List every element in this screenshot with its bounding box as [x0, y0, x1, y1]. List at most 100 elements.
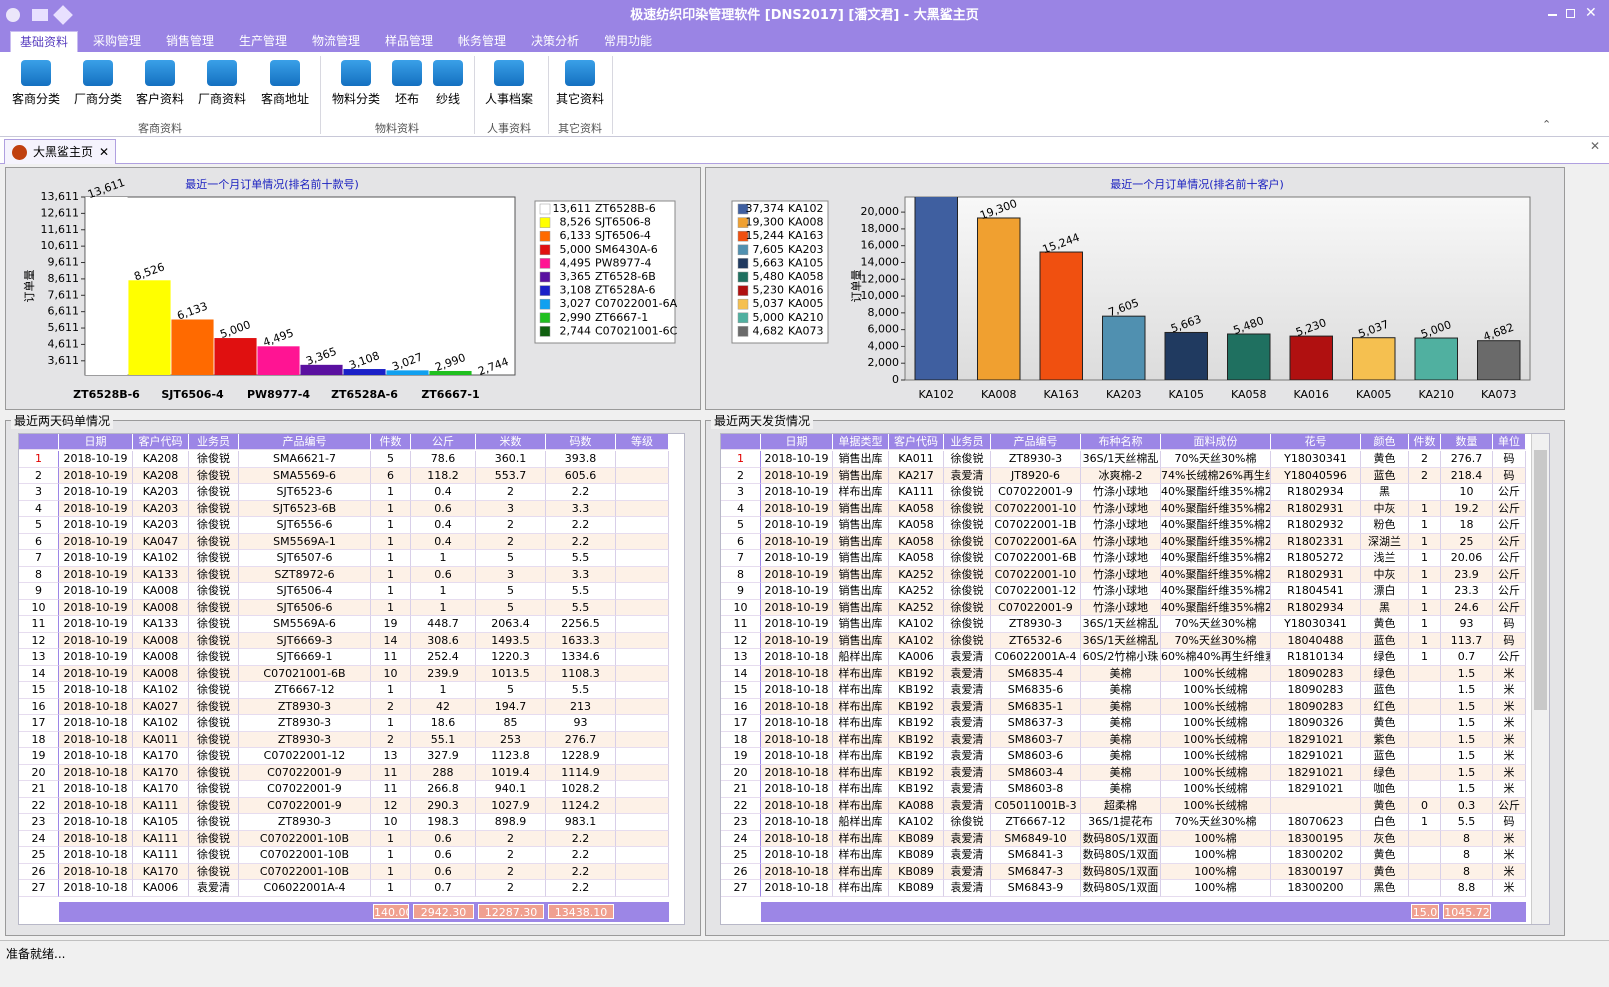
table-cell[interactable]: 公斤 — [1493, 517, 1526, 534]
table-cell[interactable]: 销售出库 — [833, 583, 889, 600]
table-cell[interactable]: 8 — [1441, 847, 1493, 864]
table-cell[interactable]: C07022001-9 — [239, 781, 371, 798]
table-cell[interactable]: 竹涤小球地 — [1081, 484, 1161, 501]
table-cell[interactable]: 中灰 — [1361, 566, 1409, 583]
table-cell[interactable]: 2018-10-18 — [59, 797, 133, 814]
column-header[interactable]: 单据类型 — [833, 434, 889, 450]
table-cell[interactable]: 898.9 — [476, 814, 546, 831]
table-cell[interactable]: 0.4 — [411, 484, 476, 501]
table-cell[interactable]: 徐俊锐 — [189, 781, 239, 798]
table-cell[interactable]: 冰爽棉-2 — [1081, 467, 1161, 484]
table-cell[interactable]: 徐俊锐 — [944, 814, 991, 831]
table-cell[interactable]: 袁爱清 — [944, 830, 991, 847]
table-cell[interactable]: 绿色 — [1361, 764, 1409, 781]
table-cell[interactable]: ZT6532-6 — [991, 632, 1081, 649]
maximize-button[interactable] — [1566, 9, 1575, 18]
table-cell[interactable]: 1220.3 — [476, 649, 546, 666]
table-cell[interactable]: KB192 — [889, 764, 944, 781]
table-cell[interactable]: C07022001-9 — [991, 484, 1081, 501]
table-cell[interactable]: 194.7 — [476, 698, 546, 715]
table-cell[interactable]: 销售出库 — [833, 566, 889, 583]
table-cell[interactable]: 徐俊锐 — [944, 599, 991, 616]
row-number[interactable]: 2 — [19, 467, 59, 484]
ribbon-button[interactable]: 坯布 — [375, 54, 439, 112]
table-cell[interactable]: 徐俊锐 — [189, 863, 239, 880]
table-cell[interactable]: 18291021 — [1271, 731, 1361, 748]
table-cell[interactable]: 2.2 — [546, 830, 616, 847]
table-cell[interactable]: KB089 — [889, 863, 944, 880]
table-cell[interactable]: KA102 — [889, 616, 944, 633]
table-cell[interactable]: 2018-10-19 — [59, 566, 133, 583]
table-cell[interactable]: 1 — [1409, 583, 1441, 600]
table-cell[interactable]: 1 — [371, 550, 411, 567]
table-cell[interactable]: 2018-10-19 — [59, 632, 133, 649]
table-cell[interactable]: KA047 — [133, 533, 189, 550]
table-cell[interactable]: 徐俊锐 — [189, 797, 239, 814]
table-cell[interactable]: 黄色 — [1361, 863, 1409, 880]
table-cell[interactable]: 红色 — [1361, 698, 1409, 715]
table-cell[interactable]: 252.4 — [411, 649, 476, 666]
table-cell[interactable]: 448.7 — [411, 616, 476, 633]
table-cell[interactable]: SJT6506-4 — [239, 583, 371, 600]
table-cell[interactable]: 徐俊锐 — [944, 566, 991, 583]
table-cell[interactable]: 288 — [411, 764, 476, 781]
table-cell[interactable]: 8.8 — [1441, 880, 1493, 897]
table-cell[interactable]: 2018-10-18 — [761, 748, 833, 765]
row-number[interactable]: 7 — [721, 550, 761, 567]
row-number[interactable]: 1 — [721, 451, 761, 468]
table-cell[interactable]: 18090283 — [1271, 682, 1361, 699]
table-cell[interactable]: C07022001-12 — [239, 748, 371, 765]
table-cell[interactable]: R1805272 — [1271, 550, 1361, 567]
table-cell[interactable]: 85 — [476, 715, 546, 732]
table-cell[interactable]: 公斤 — [1493, 797, 1526, 814]
table-cell[interactable]: KA011 — [133, 731, 189, 748]
table-cell[interactable]: 2018-10-18 — [761, 715, 833, 732]
table-cell[interactable]: 2018-10-19 — [59, 649, 133, 666]
table-cell[interactable]: 2018-10-18 — [761, 698, 833, 715]
ribbon-tab[interactable]: 生产管理 — [238, 34, 287, 48]
table-cell[interactable]: 2018-10-19 — [59, 599, 133, 616]
table-cell[interactable]: 1114.9 — [546, 764, 616, 781]
table-cell[interactable]: 239.9 — [411, 665, 476, 682]
table-cell[interactable]: R1802934 — [1271, 484, 1361, 501]
table-cell[interactable]: 徐俊锐 — [189, 533, 239, 550]
ribbon-tab[interactable]: 样品管理 — [384, 34, 433, 48]
table-cell[interactable]: KA102 — [889, 632, 944, 649]
table-cell[interactable]: R1802934 — [1271, 599, 1361, 616]
table-cell[interactable]: 70%天丝30%棉 — [1161, 451, 1271, 468]
table-cell[interactable]: 公斤 — [1493, 649, 1526, 666]
table-cell[interactable]: C07022001-6A — [991, 533, 1081, 550]
table-cell[interactable]: 40%聚酯纤维35%棉25 — [1161, 500, 1271, 517]
table-cell[interactable]: 2018-10-19 — [59, 517, 133, 534]
table-cell[interactable]: 60%棉40%再生纤维素 — [1161, 649, 1271, 666]
table-cell[interactable]: 袁爱清 — [944, 467, 991, 484]
table-cell[interactable]: 23.3 — [1441, 583, 1493, 600]
table-cell[interactable]: KA008 — [133, 632, 189, 649]
table-cell[interactable]: 74%长绒棉26%再生纤 — [1161, 467, 1271, 484]
table-cell[interactable]: KB192 — [889, 682, 944, 699]
table-cell[interactable]: 100%长绒棉 — [1161, 731, 1271, 748]
table-cell[interactable]: 竹涤小球地 — [1081, 583, 1161, 600]
table-cell[interactable]: 2 — [476, 863, 546, 880]
table-cell[interactable]: 1 — [1409, 599, 1441, 616]
table-cell[interactable]: ZT8930-3 — [239, 814, 371, 831]
table-cell[interactable]: 18300195 — [1271, 830, 1361, 847]
table-cell[interactable] — [1409, 484, 1441, 501]
table-cell[interactable]: 1 — [1409, 649, 1441, 666]
table-cell[interactable]: SM6835-6 — [991, 682, 1081, 699]
table-cell[interactable]: 徐俊锐 — [189, 814, 239, 831]
table-cell[interactable]: 5 — [476, 682, 546, 699]
close-button[interactable]: ✕ — [1585, 5, 1597, 21]
row-number[interactable]: 25 — [721, 847, 761, 864]
table-cell[interactable]: 1334.6 — [546, 649, 616, 666]
row-number[interactable]: 4 — [721, 500, 761, 517]
table-cell[interactable]: 1 — [371, 715, 411, 732]
column-header[interactable] — [19, 434, 59, 450]
table-cell[interactable]: KA105 — [133, 814, 189, 831]
table-cell[interactable]: 1.5 — [1441, 665, 1493, 682]
table-cell[interactable]: 2018-10-18 — [761, 863, 833, 880]
table-cell[interactable]: 11 — [371, 781, 411, 798]
row-number[interactable]: 19 — [19, 748, 59, 765]
table-cell[interactable]: 2018-10-19 — [59, 583, 133, 600]
table-cell[interactable]: JT8920-6 — [991, 467, 1081, 484]
